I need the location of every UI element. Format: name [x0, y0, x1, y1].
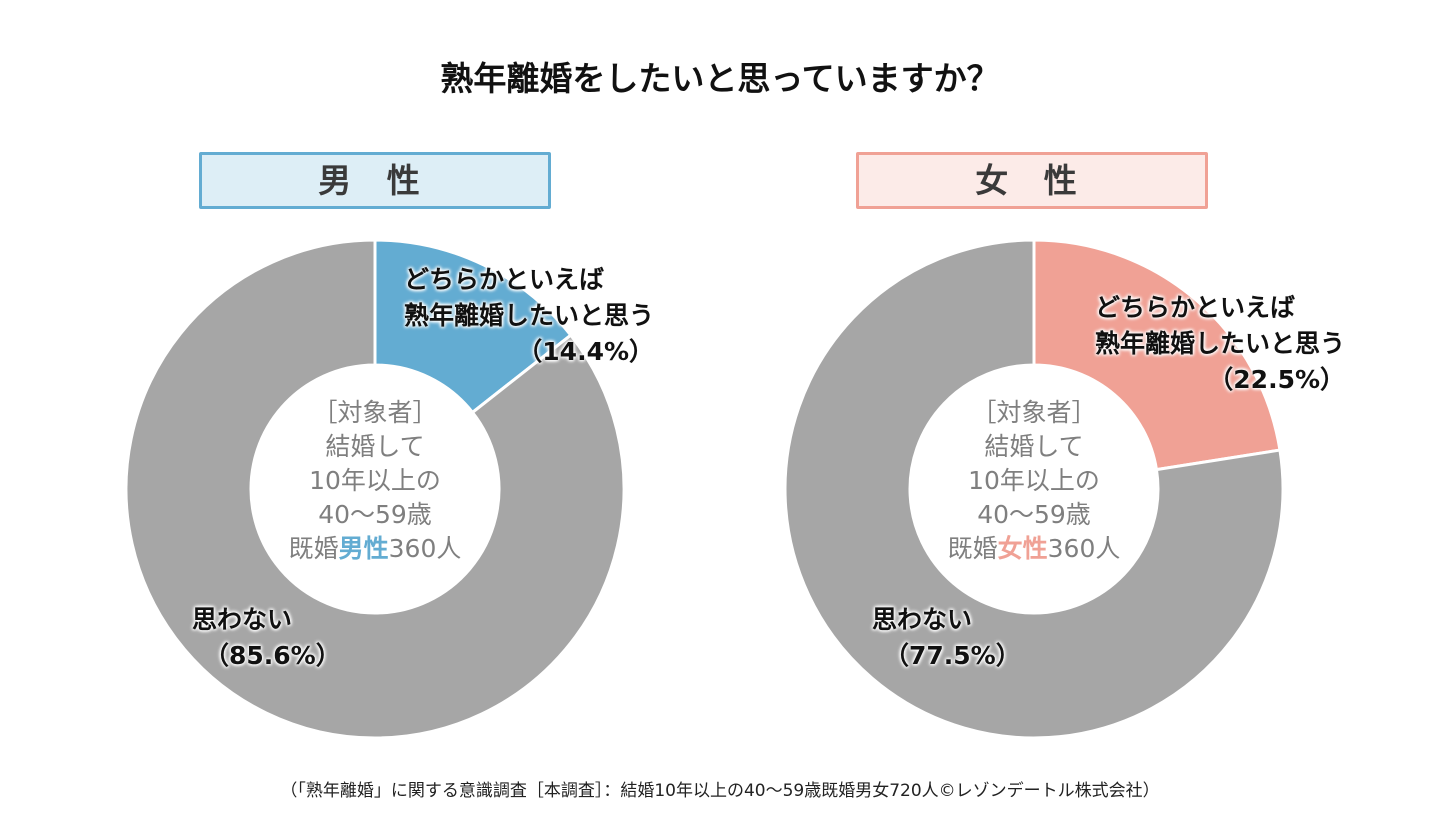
female-yes-pct: （22.5%） [1208, 365, 1346, 394]
male-yes-label-line1: どちらかといえば [404, 265, 605, 294]
female-center-line4: 40～59歳 [977, 500, 1091, 529]
female-no-label-line1: 思わない [872, 605, 973, 634]
male-no-label-line1: 思わない [192, 605, 293, 634]
chart-title: 熟年離婚をしたいと思っていますか？ [440, 59, 1000, 98]
female-yes-label: どちらかといえば 熟年離婚したいと思う （22.5%） [1095, 290, 1345, 398]
male-center-highlight: 男性 [338, 534, 389, 563]
female-center-text: ［対象者］ 結婚して 10年以上の 40～59歳 既婚女性360人 [919, 396, 1149, 566]
female-center-highlight: 女性 [997, 534, 1048, 563]
female-center-suffix: 360人 [1047, 534, 1121, 563]
female-yes-label-line1: どちらかといえば [1095, 293, 1296, 322]
female-center-line3: 10年以上の [968, 466, 1100, 495]
male-center-line3: 10年以上の [309, 466, 441, 495]
male-no-pct: （85.6%） [204, 641, 341, 670]
male-center-prefix: 既婚 [288, 534, 339, 563]
male-yes-label: どちらかといえば 熟年離婚したいと思う （14.4%） [404, 262, 654, 370]
female-yes-label-line2: 熟年離婚したいと思う [1095, 329, 1346, 358]
female-no-pct: （77.5%） [884, 641, 1021, 670]
female-center-line5: 既婚女性360人 [919, 532, 1149, 566]
female-panel-header: 女 性 [856, 152, 1208, 209]
male-center-line1: ［対象者］ [312, 398, 438, 427]
male-center-suffix: 360人 [388, 534, 462, 563]
male-yes-label-line2: 熟年離婚したいと思う [404, 301, 655, 330]
male-center-line4: 40～59歳 [318, 500, 432, 529]
male-center-line2: 結婚して [325, 432, 425, 461]
female-center-line2: 結婚して [984, 432, 1084, 461]
male-no-label: 思わない （85.6%） [192, 602, 341, 674]
male-yes-pct: （14.4%） [517, 337, 655, 366]
male-slice-no [124, 238, 626, 740]
female-center-line1: ［対象者］ [971, 398, 1097, 427]
female-no-label: 思わない （77.5%） [872, 602, 1021, 674]
male-slice-yes [373, 238, 573, 415]
female-slice-no [783, 238, 1285, 740]
male-center-text: ［対象者］ 結婚して 10年以上の 40～59歳 既婚男性360人 [260, 396, 490, 566]
male-panel-header: 男 性 [199, 152, 551, 209]
female-center-prefix: 既婚 [947, 534, 998, 563]
female-slice-yes [1032, 238, 1282, 472]
male-center-line5: 既婚男性360人 [260, 532, 490, 566]
source-footnote: （「熟年離婚」に関する意識調査［本調査］：結婚10年以上の40～59歳既婚男女7… [280, 781, 1160, 801]
